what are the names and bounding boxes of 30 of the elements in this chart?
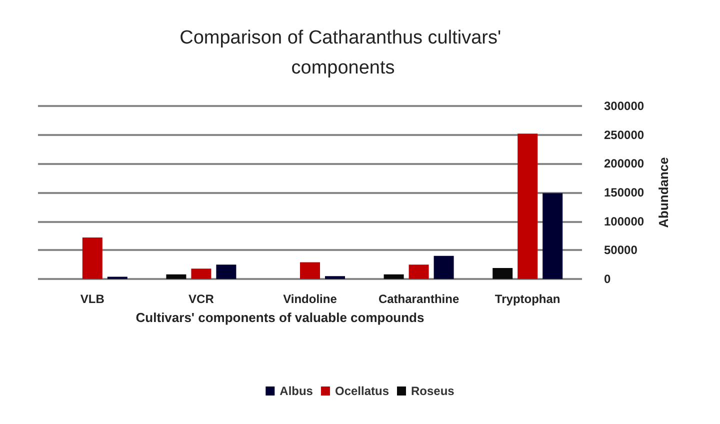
x-tick-label: VCR <box>188 292 214 306</box>
x-axis-title: Cultivars' components of valuable compounds <box>136 310 424 325</box>
y-tick-label: 250000 <box>604 128 644 142</box>
y-axis-title: Abundance <box>656 157 671 228</box>
y-tick-label: 200000 <box>604 156 644 171</box>
bar <box>384 274 404 279</box>
bar <box>492 268 513 279</box>
x-tick-label: VLB <box>80 292 105 306</box>
bar <box>408 264 429 279</box>
chart-title: Comparison of Catharanthus cultivars' components <box>180 28 506 78</box>
x-tick-label: Vindoline <box>283 292 338 306</box>
y-tick-label: 150000 <box>604 186 644 200</box>
bar <box>216 264 236 279</box>
y-tick-label: 0 <box>604 272 611 286</box>
bar <box>542 193 563 279</box>
legend-label: Albus <box>280 384 314 398</box>
y-tick-label: 100000 <box>604 214 644 228</box>
bar <box>325 276 345 279</box>
bar <box>518 134 538 279</box>
legend-label: Ocellatus <box>334 384 390 398</box>
y-tick-label: 300000 <box>604 99 644 113</box>
bar <box>191 268 212 279</box>
y-tick-label: 50000 <box>604 243 638 258</box>
x-tick-label: Catharanthine <box>378 292 460 306</box>
bar <box>166 274 186 279</box>
legend-label: Roseus <box>411 384 455 398</box>
bar <box>300 262 320 279</box>
bar <box>434 256 454 279</box>
bar <box>82 237 102 279</box>
x-tick-label: Tryptophan <box>494 292 560 306</box>
